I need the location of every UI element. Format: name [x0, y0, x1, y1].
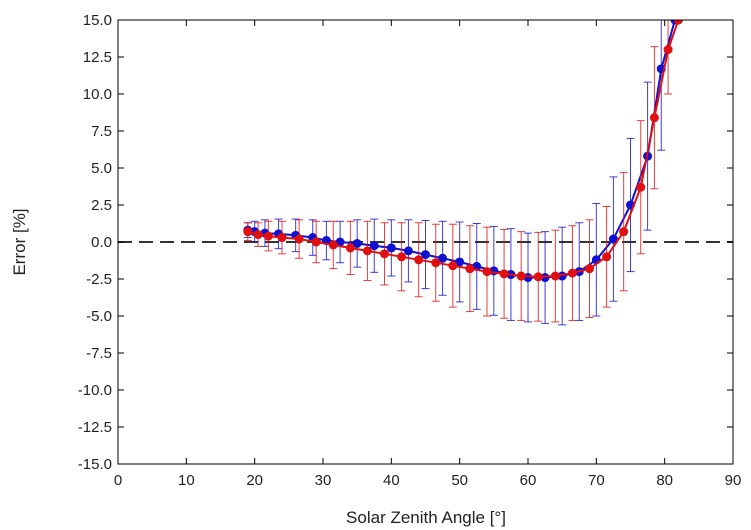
x-tick-label: 20: [246, 472, 263, 489]
data-point: [328, 240, 338, 250]
data-point: [369, 241, 379, 251]
y-tick-label: 10.0: [83, 86, 112, 103]
data-point: [421, 250, 430, 260]
x-axis-label: Solar Zenith Angle [°]: [346, 508, 506, 527]
y-tick-label: 5.0: [91, 160, 112, 177]
data-point: [636, 182, 646, 192]
y-axis-label: Error [%]: [10, 208, 29, 275]
data-point: [335, 237, 345, 247]
data-point: [540, 273, 550, 283]
x-tick-label: 80: [656, 472, 673, 489]
x-tick-label: 50: [451, 472, 468, 489]
data-point: [550, 271, 560, 281]
data-point: [277, 233, 287, 243]
data-point: [386, 243, 396, 253]
y-tick-label: 15.0: [83, 12, 112, 29]
data-point: [533, 272, 543, 282]
data-point: [482, 267, 492, 277]
x-tick-label: 10: [178, 472, 195, 489]
y-tick-label: 2.5: [91, 197, 112, 214]
data-point: [585, 264, 594, 274]
data-point: [619, 227, 629, 237]
data-point: [362, 246, 372, 256]
x-tick-label: 0: [114, 472, 122, 489]
data-point: [253, 230, 263, 240]
y-tick-label: -5.0: [86, 308, 112, 325]
series-line: [247, 20, 680, 278]
data-point: [649, 113, 659, 123]
x-tick-label: 70: [588, 472, 605, 489]
data-point: [608, 234, 618, 244]
data-point: [438, 253, 448, 263]
y-tick-label: -12.5: [78, 419, 112, 436]
x-tick-label: 90: [725, 472, 742, 489]
y-tick-label: 0.0: [91, 234, 112, 251]
data-point: [602, 252, 612, 262]
data-point: [345, 243, 355, 253]
data-point: [294, 234, 304, 244]
series-1: [243, 20, 683, 323]
data-point: [397, 252, 407, 262]
data-point: [465, 264, 475, 274]
data-point: [499, 269, 509, 279]
y-tick-label: -15.0: [78, 456, 112, 473]
data-point: [352, 238, 362, 248]
x-tick-label: 60: [520, 472, 537, 489]
y-tick-label: 12.5: [83, 49, 112, 66]
data-point: [431, 258, 441, 268]
data-point: [403, 246, 413, 256]
data-point: [567, 268, 577, 278]
data-point: [673, 20, 683, 25]
data-point: [243, 227, 253, 237]
data-point: [414, 255, 424, 265]
x-tick-label: 40: [383, 472, 400, 489]
data-point: [663, 45, 673, 55]
data-point: [263, 231, 273, 241]
data-point: [455, 257, 465, 267]
y-tick-label: -7.5: [86, 345, 112, 362]
data-point: [448, 261, 458, 271]
y-tick-label: -2.5: [86, 271, 112, 288]
y-tick-label: 7.5: [91, 123, 112, 140]
x-tick-label: 30: [315, 472, 332, 489]
data-point: [311, 237, 321, 247]
data-point: [380, 249, 389, 259]
y-tick-label: -10.0: [78, 382, 112, 399]
data-point: [516, 271, 526, 281]
